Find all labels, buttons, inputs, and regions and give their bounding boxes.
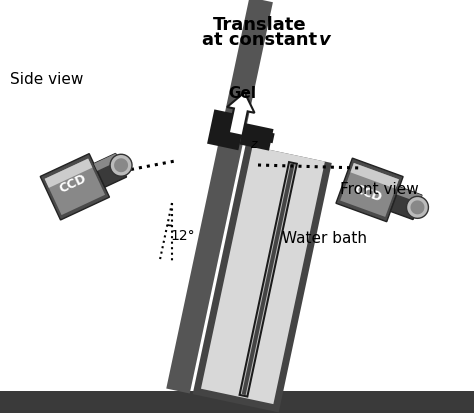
Polygon shape <box>397 188 422 203</box>
Polygon shape <box>350 164 399 189</box>
Polygon shape <box>45 159 92 188</box>
Polygon shape <box>110 155 132 177</box>
Polygon shape <box>227 93 255 136</box>
Polygon shape <box>224 124 274 144</box>
Polygon shape <box>192 145 332 413</box>
Polygon shape <box>40 154 109 221</box>
Polygon shape <box>94 154 119 171</box>
Text: Water bath: Water bath <box>282 231 367 246</box>
Text: 12°: 12° <box>170 228 195 242</box>
Polygon shape <box>94 154 127 188</box>
Text: at constant: at constant <box>202 31 323 49</box>
Polygon shape <box>45 159 105 216</box>
Polygon shape <box>207 110 246 151</box>
Text: CCD: CCD <box>352 183 383 204</box>
Text: Side view: Side view <box>10 71 83 86</box>
Text: Front view: Front view <box>340 181 419 196</box>
Text: CCD: CCD <box>57 172 89 195</box>
Polygon shape <box>336 159 403 222</box>
Polygon shape <box>240 123 273 151</box>
Polygon shape <box>201 147 325 404</box>
Polygon shape <box>166 0 273 394</box>
Polygon shape <box>391 188 422 220</box>
Polygon shape <box>242 164 295 395</box>
Text: Translate: Translate <box>213 16 307 34</box>
Polygon shape <box>241 164 296 395</box>
Polygon shape <box>238 161 298 398</box>
Polygon shape <box>407 197 428 219</box>
Bar <box>0 391 474 413</box>
Polygon shape <box>340 164 399 217</box>
Text: v: v <box>319 31 331 49</box>
Text: z: z <box>250 137 256 150</box>
Polygon shape <box>410 201 424 215</box>
Polygon shape <box>114 159 128 173</box>
Text: Gel: Gel <box>228 86 256 101</box>
